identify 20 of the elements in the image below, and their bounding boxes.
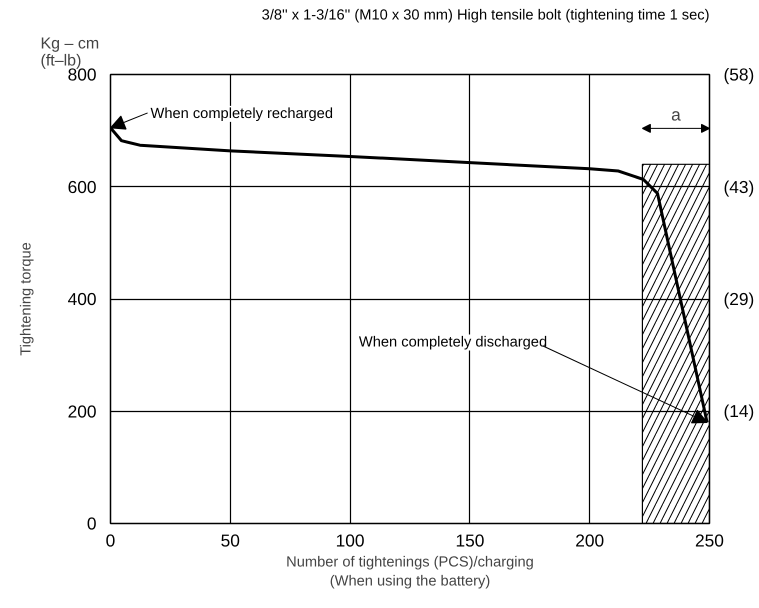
chart-title: 3/8'' x 1-3/16'' (M10 x 30 mm) High tensile bolt (tightening time 1 sec) bbox=[262, 8, 710, 24]
x-tick-label: 0 bbox=[106, 530, 116, 550]
x-tick-label: 50 bbox=[220, 530, 240, 550]
x-tick-label: 100 bbox=[336, 530, 365, 550]
y2-tick-label: (14) bbox=[724, 401, 754, 422]
y2-tick-label: (29) bbox=[724, 289, 754, 310]
y-axis-title: Tightening torque bbox=[18, 242, 35, 356]
band-label: a bbox=[671, 104, 682, 124]
annotation: When completely discharged bbox=[358, 334, 548, 350]
annotation: When completely recharged bbox=[150, 106, 333, 122]
y2-tick-label: (58) bbox=[724, 64, 754, 84]
x-tick-label: 200 bbox=[575, 530, 604, 550]
y2-tick-label: (43) bbox=[724, 176, 754, 197]
x-tick-label: 250 bbox=[695, 530, 724, 550]
y-tick-label: 0 bbox=[86, 514, 97, 534]
y-tick-label: 200 bbox=[68, 401, 97, 422]
x-tick-label: 150 bbox=[455, 530, 484, 550]
x-axis-title: Number of tightenings (PCS)/charging (When using the battery) bbox=[286, 554, 534, 590]
y-tick-label: 400 bbox=[68, 289, 97, 309]
y-tick-label: 600 bbox=[68, 176, 97, 197]
